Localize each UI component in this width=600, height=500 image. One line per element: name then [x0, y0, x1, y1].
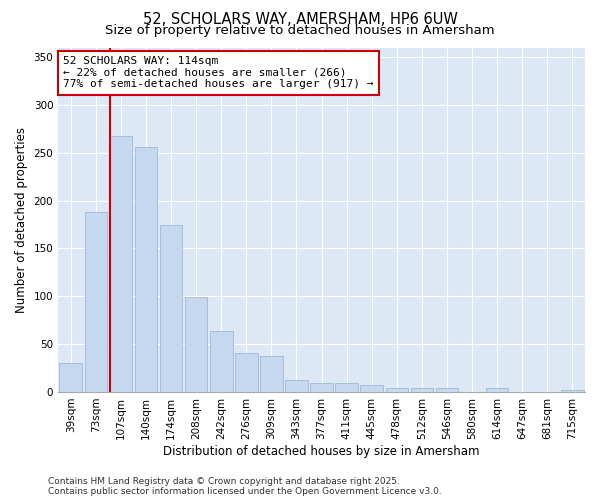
Text: 52 SCHOLARS WAY: 114sqm
← 22% of detached houses are smaller (266)
77% of semi-d: 52 SCHOLARS WAY: 114sqm ← 22% of detache…	[64, 56, 374, 90]
Bar	[386, 388, 408, 392]
Text: 52, SCHOLARS WAY, AMERSHAM, HP6 6UW: 52, SCHOLARS WAY, AMERSHAM, HP6 6UW	[143, 12, 457, 28]
Text: Size of property relative to detached houses in Amersham: Size of property relative to detached ho…	[105, 24, 495, 37]
Y-axis label: Number of detached properties: Number of detached properties	[15, 126, 28, 312]
Bar	[160, 226, 182, 392]
Bar	[110, 136, 132, 392]
Bar	[561, 390, 584, 392]
Bar	[410, 388, 433, 392]
Bar	[59, 364, 82, 392]
Bar	[235, 352, 257, 392]
Bar	[335, 384, 358, 392]
Bar	[85, 212, 107, 392]
Bar	[185, 297, 208, 392]
Bar	[134, 147, 157, 392]
Text: Contains HM Land Registry data © Crown copyright and database right 2025.
Contai: Contains HM Land Registry data © Crown c…	[48, 476, 442, 496]
Bar	[285, 380, 308, 392]
Bar	[310, 384, 333, 392]
Bar	[361, 386, 383, 392]
Bar	[436, 388, 458, 392]
Bar	[260, 356, 283, 392]
X-axis label: Distribution of detached houses by size in Amersham: Distribution of detached houses by size …	[163, 444, 480, 458]
Bar	[486, 388, 508, 392]
Bar	[210, 330, 233, 392]
